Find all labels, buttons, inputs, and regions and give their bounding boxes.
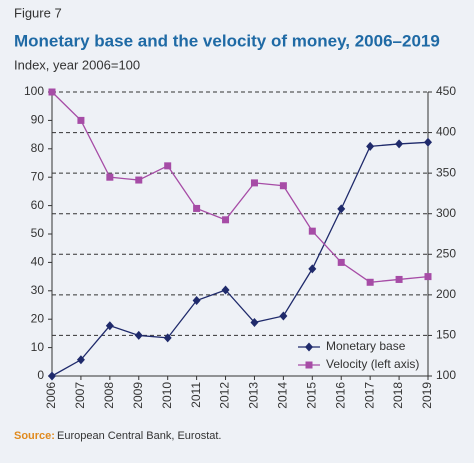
- figure-label: Figure 7: [14, 5, 62, 20]
- y-tick-label: 20: [31, 311, 45, 325]
- x-tick-label: 2008: [102, 382, 116, 409]
- x-tick-label: 2012: [218, 382, 232, 409]
- data-point: [193, 204, 201, 212]
- y2-tick-label: 450: [436, 84, 456, 98]
- y-tick-label: 100: [24, 84, 44, 98]
- data-point: [163, 333, 172, 343]
- y2-tick-label: 100: [436, 368, 456, 382]
- y2-tick-label: 200: [436, 287, 456, 301]
- x-tick-label: 2013: [247, 382, 261, 409]
- y-tick-label: 70: [31, 169, 45, 183]
- data-point: [279, 182, 287, 190]
- y-tick-label: 30: [31, 283, 45, 297]
- x-tick-label: 2019: [420, 382, 434, 409]
- x-tick-label: 2015: [304, 382, 318, 409]
- y-tick-label: 80: [31, 141, 45, 155]
- data-point: [424, 273, 432, 281]
- data-point: [164, 162, 172, 170]
- data-point: [366, 141, 375, 151]
- data-point: [308, 227, 316, 235]
- y2-tick-label: 400: [436, 125, 456, 139]
- x-tick-label: 2006: [44, 382, 58, 409]
- x-tick-label: 2014: [276, 382, 290, 409]
- chart-title: Monetary base and the velocity of money,…: [14, 31, 440, 50]
- data-point: [366, 278, 374, 286]
- series-line: [51, 141, 429, 377]
- data-point: [424, 137, 432, 147]
- data-point: [308, 264, 317, 274]
- data-point: [105, 321, 114, 331]
- x-tick-label: 2018: [391, 382, 405, 409]
- x-tick-label: 2011: [189, 382, 203, 408]
- data-point: [192, 296, 201, 306]
- legend-label: Monetary base: [326, 339, 406, 353]
- x-tick-label: 2010: [160, 382, 174, 409]
- x-tick-label: 2007: [73, 382, 87, 409]
- y2-tick-label: 300: [436, 206, 456, 220]
- chart-subtitle: Index, year 2006=100: [14, 57, 140, 72]
- y2-tick-label: 250: [436, 246, 456, 260]
- series-line: [51, 91, 429, 283]
- x-tick-label: 2017: [362, 382, 376, 409]
- source-text: European Central Bank, Eurostat.: [57, 430, 221, 442]
- x-tick-label: 2009: [131, 382, 145, 409]
- y2-tick-label: 350: [436, 165, 456, 179]
- data-point: [250, 317, 259, 327]
- data-point: [337, 258, 345, 266]
- data-point: [222, 216, 230, 224]
- data-point: [250, 179, 258, 187]
- y-tick-label: 50: [31, 226, 45, 240]
- legend-label: Velocity (left axis): [326, 357, 419, 371]
- data-point: [134, 330, 143, 340]
- data-point: [48, 371, 56, 381]
- source-label: Source:: [14, 430, 55, 442]
- y2-tick-label: 150: [436, 328, 456, 342]
- y-tick-label: 60: [31, 198, 45, 212]
- y-tick-label: 90: [31, 113, 45, 127]
- data-point: [221, 285, 230, 295]
- data-point: [337, 204, 346, 214]
- data-point: [77, 116, 85, 124]
- data-point: [279, 311, 288, 321]
- data-point: [106, 173, 114, 181]
- y-tick-label: 0: [37, 368, 44, 382]
- y-tick-label: 40: [31, 255, 45, 269]
- data-point: [48, 88, 56, 96]
- legend-marker: [305, 361, 313, 369]
- x-tick-label: 2016: [333, 382, 347, 409]
- data-point: [395, 139, 404, 149]
- data-point: [135, 176, 143, 184]
- y-tick-label: 10: [31, 340, 45, 354]
- data-point: [395, 275, 403, 283]
- data-point: [76, 355, 85, 365]
- legend-marker: [305, 342, 313, 352]
